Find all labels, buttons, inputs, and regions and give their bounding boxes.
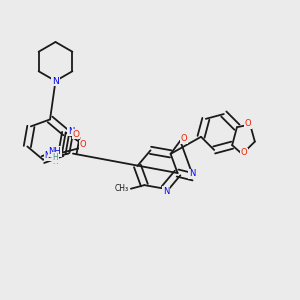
Text: O: O [241,148,247,158]
Text: N: N [68,127,74,136]
Text: N: N [52,76,59,85]
Text: O: O [73,130,80,139]
Text: H: H [53,158,58,166]
Text: N: N [163,187,169,196]
Text: O: O [245,119,252,128]
Text: NH: NH [49,147,61,156]
Text: CH₃: CH₃ [114,184,128,193]
Text: O: O [80,140,86,149]
Text: N: N [189,169,195,178]
Text: O: O [181,134,187,143]
Text: H: H [53,153,58,162]
Text: N: N [53,147,60,156]
Text: NH: NH [45,152,56,160]
